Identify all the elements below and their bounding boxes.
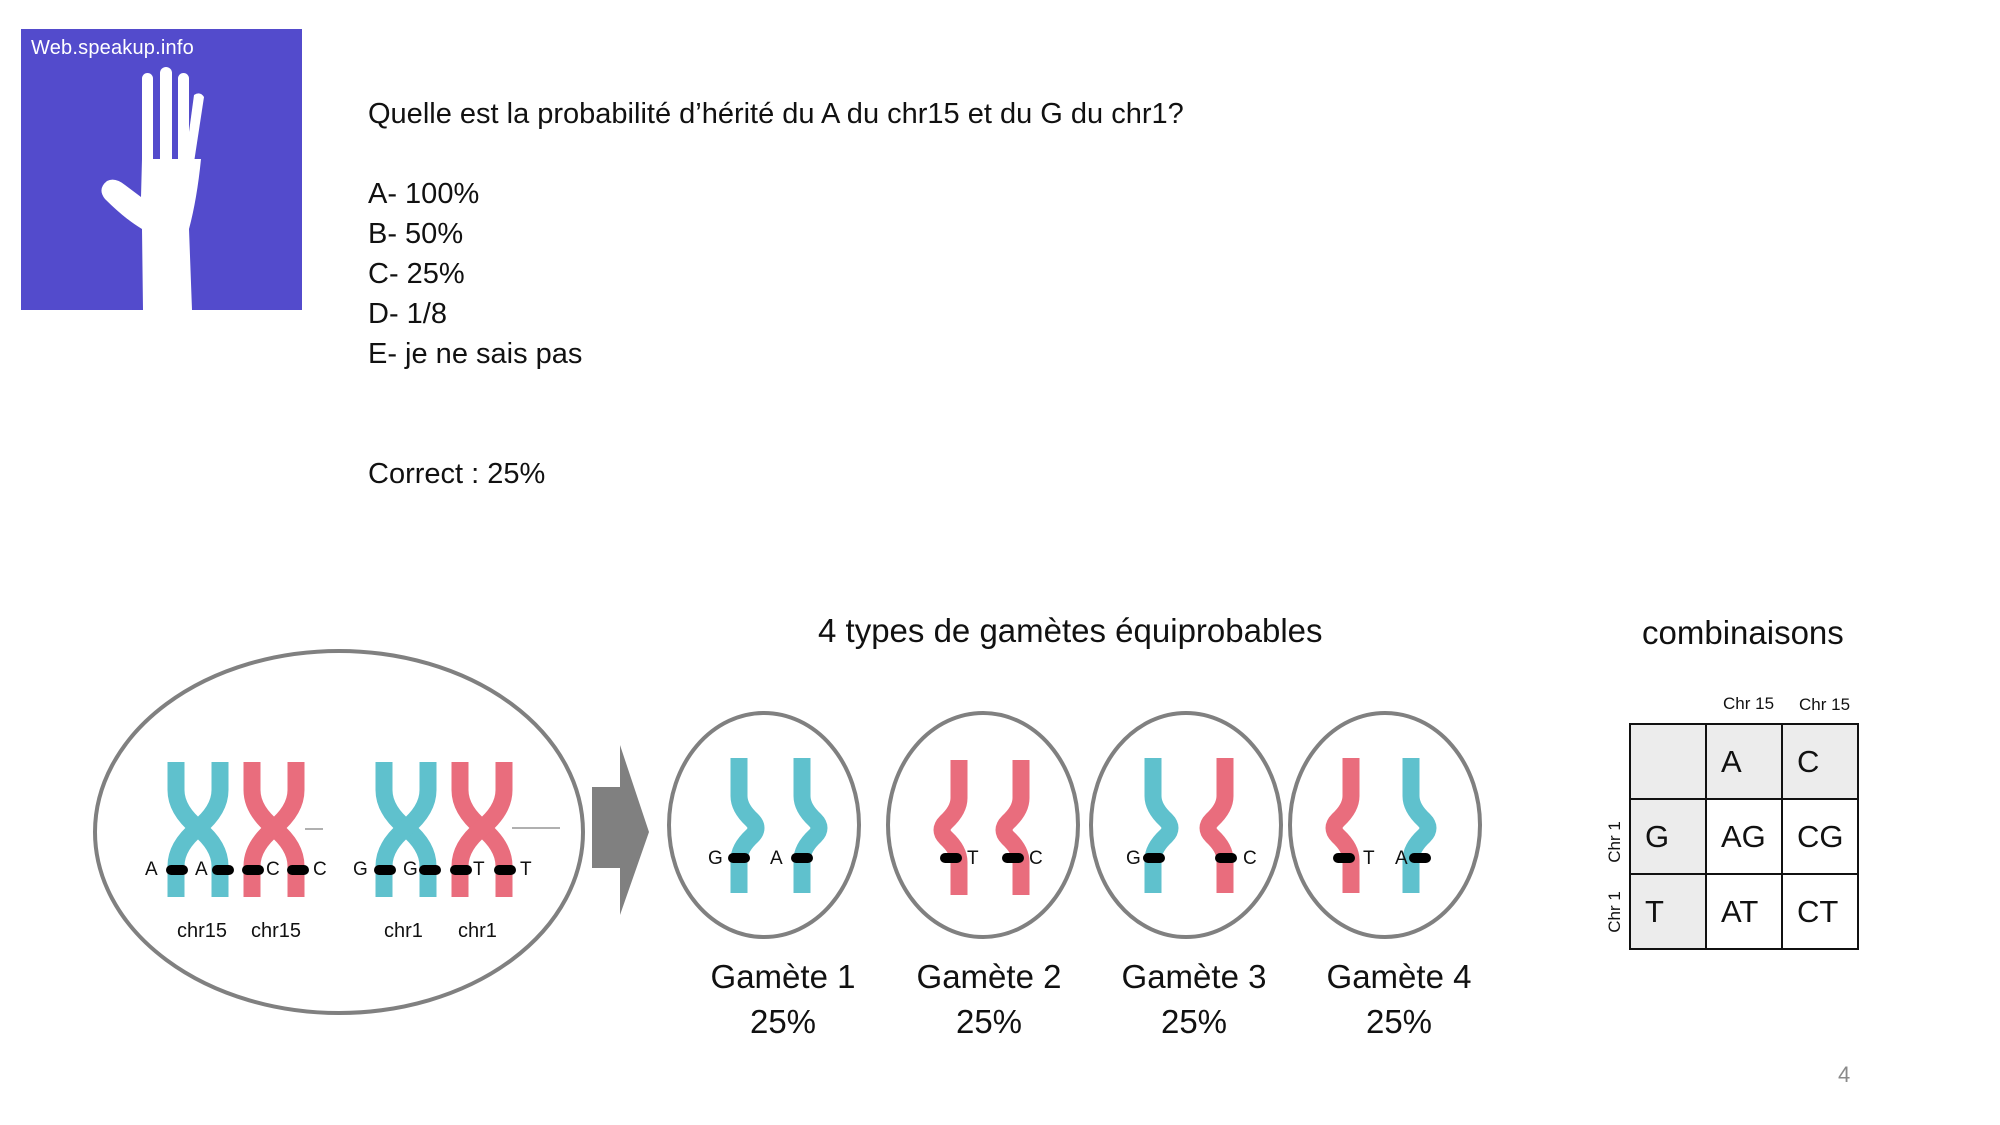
speakup-logo: Web.speakup.info (21, 29, 302, 310)
option-c: C- 25% (368, 258, 465, 290)
gamete-probability: 25% (955, 1003, 1023, 1040)
gamete-probability: 25% (1365, 1003, 1433, 1040)
gamete-name: Gamète 3 (1121, 958, 1267, 995)
allele-label: C (313, 859, 327, 880)
table-cell: T (1629, 873, 1707, 950)
table-row: T AT CT (1629, 873, 1859, 950)
gamete-probability: 25% (1160, 1003, 1228, 1040)
page-number: 4 (1838, 1062, 1851, 1087)
table-cell: CG (1781, 798, 1859, 875)
allele-label: A (195, 859, 208, 880)
allele-label: A (145, 859, 158, 880)
option-a: A- 100% (368, 178, 480, 210)
gamete-allele: G (1126, 848, 1141, 869)
combinations-title: combinaisons (1642, 614, 1844, 651)
table-cell: C (1781, 723, 1859, 800)
table-cell: CT (1781, 873, 1859, 950)
parent-cell-outline (93, 649, 585, 1015)
gamete-1-label: Gamète 1 25% (683, 954, 883, 1044)
chromosome-label: chr15 (177, 920, 228, 942)
row-header: Chr 1 (1604, 891, 1624, 933)
correct-answer: Correct : 25% (368, 458, 546, 490)
gamete-name: Gamète 2 (916, 958, 1062, 995)
column-header: Chr 15 (1723, 694, 1775, 713)
table-row: G AG CG (1629, 798, 1859, 875)
allele-label: G (353, 859, 368, 880)
row-header: Chr 1 (1604, 821, 1624, 863)
gamete-probability: 25% (749, 1003, 817, 1040)
table-cell: G (1629, 798, 1707, 875)
option-b: B- 50% (368, 218, 464, 250)
question-text: Quelle est la probabilité d’hérité du A … (368, 98, 1184, 130)
option-e: E- je ne sais pas (368, 338, 583, 370)
gamete-allele: T (967, 848, 979, 869)
raised-hand-icon (101, 67, 204, 310)
gamete-3-outline (1089, 711, 1283, 939)
table-cell: AG (1705, 798, 1783, 875)
chromosome-label: chr1 (384, 920, 423, 942)
gamete-name: Gamète 1 (710, 958, 856, 995)
allele-label: C (266, 859, 280, 880)
gametes-title: 4 types de gamètes équiprobables (818, 612, 1323, 649)
gamete-2-label: Gamète 2 25% (889, 954, 1089, 1044)
gamete-allele: C (1029, 848, 1043, 869)
allele-label: T (520, 859, 532, 880)
chromosome-label: chr15 (251, 920, 302, 942)
allele-label: G (403, 859, 418, 880)
gamete-allele: C (1243, 848, 1257, 869)
column-header: Chr 15 (1799, 695, 1851, 714)
table-cell (1629, 723, 1707, 800)
gamete-2-outline (886, 711, 1080, 939)
combinations-table: A C G AG CG T AT CT (1629, 723, 1859, 950)
allele-label: T (473, 859, 485, 880)
gamete-allele: A (1395, 848, 1408, 869)
table-cell: AT (1705, 873, 1783, 950)
option-d: D- 1/8 (368, 298, 447, 330)
chromosome-label: chr1 (458, 920, 497, 942)
table-row: A C (1629, 723, 1859, 800)
gamete-1-outline (667, 711, 861, 939)
gamete-4-outline (1288, 711, 1482, 939)
logo-site-text: Web.speakup.info (31, 37, 194, 59)
arrow-right-icon (592, 745, 649, 915)
question-block: Quelle est la probabilité d’hérité du A … (368, 94, 1184, 494)
gamete-4-label: Gamète 4 25% (1299, 954, 1499, 1044)
gamete-allele: G (708, 848, 723, 869)
allele-bands (166, 865, 516, 875)
table-cell: A (1705, 723, 1783, 800)
gamete-allele: A (770, 848, 783, 869)
gamete-allele: T (1363, 848, 1375, 869)
gamete-3-label: Gamète 3 25% (1094, 954, 1294, 1044)
gamete-name: Gamète 4 (1326, 958, 1472, 995)
